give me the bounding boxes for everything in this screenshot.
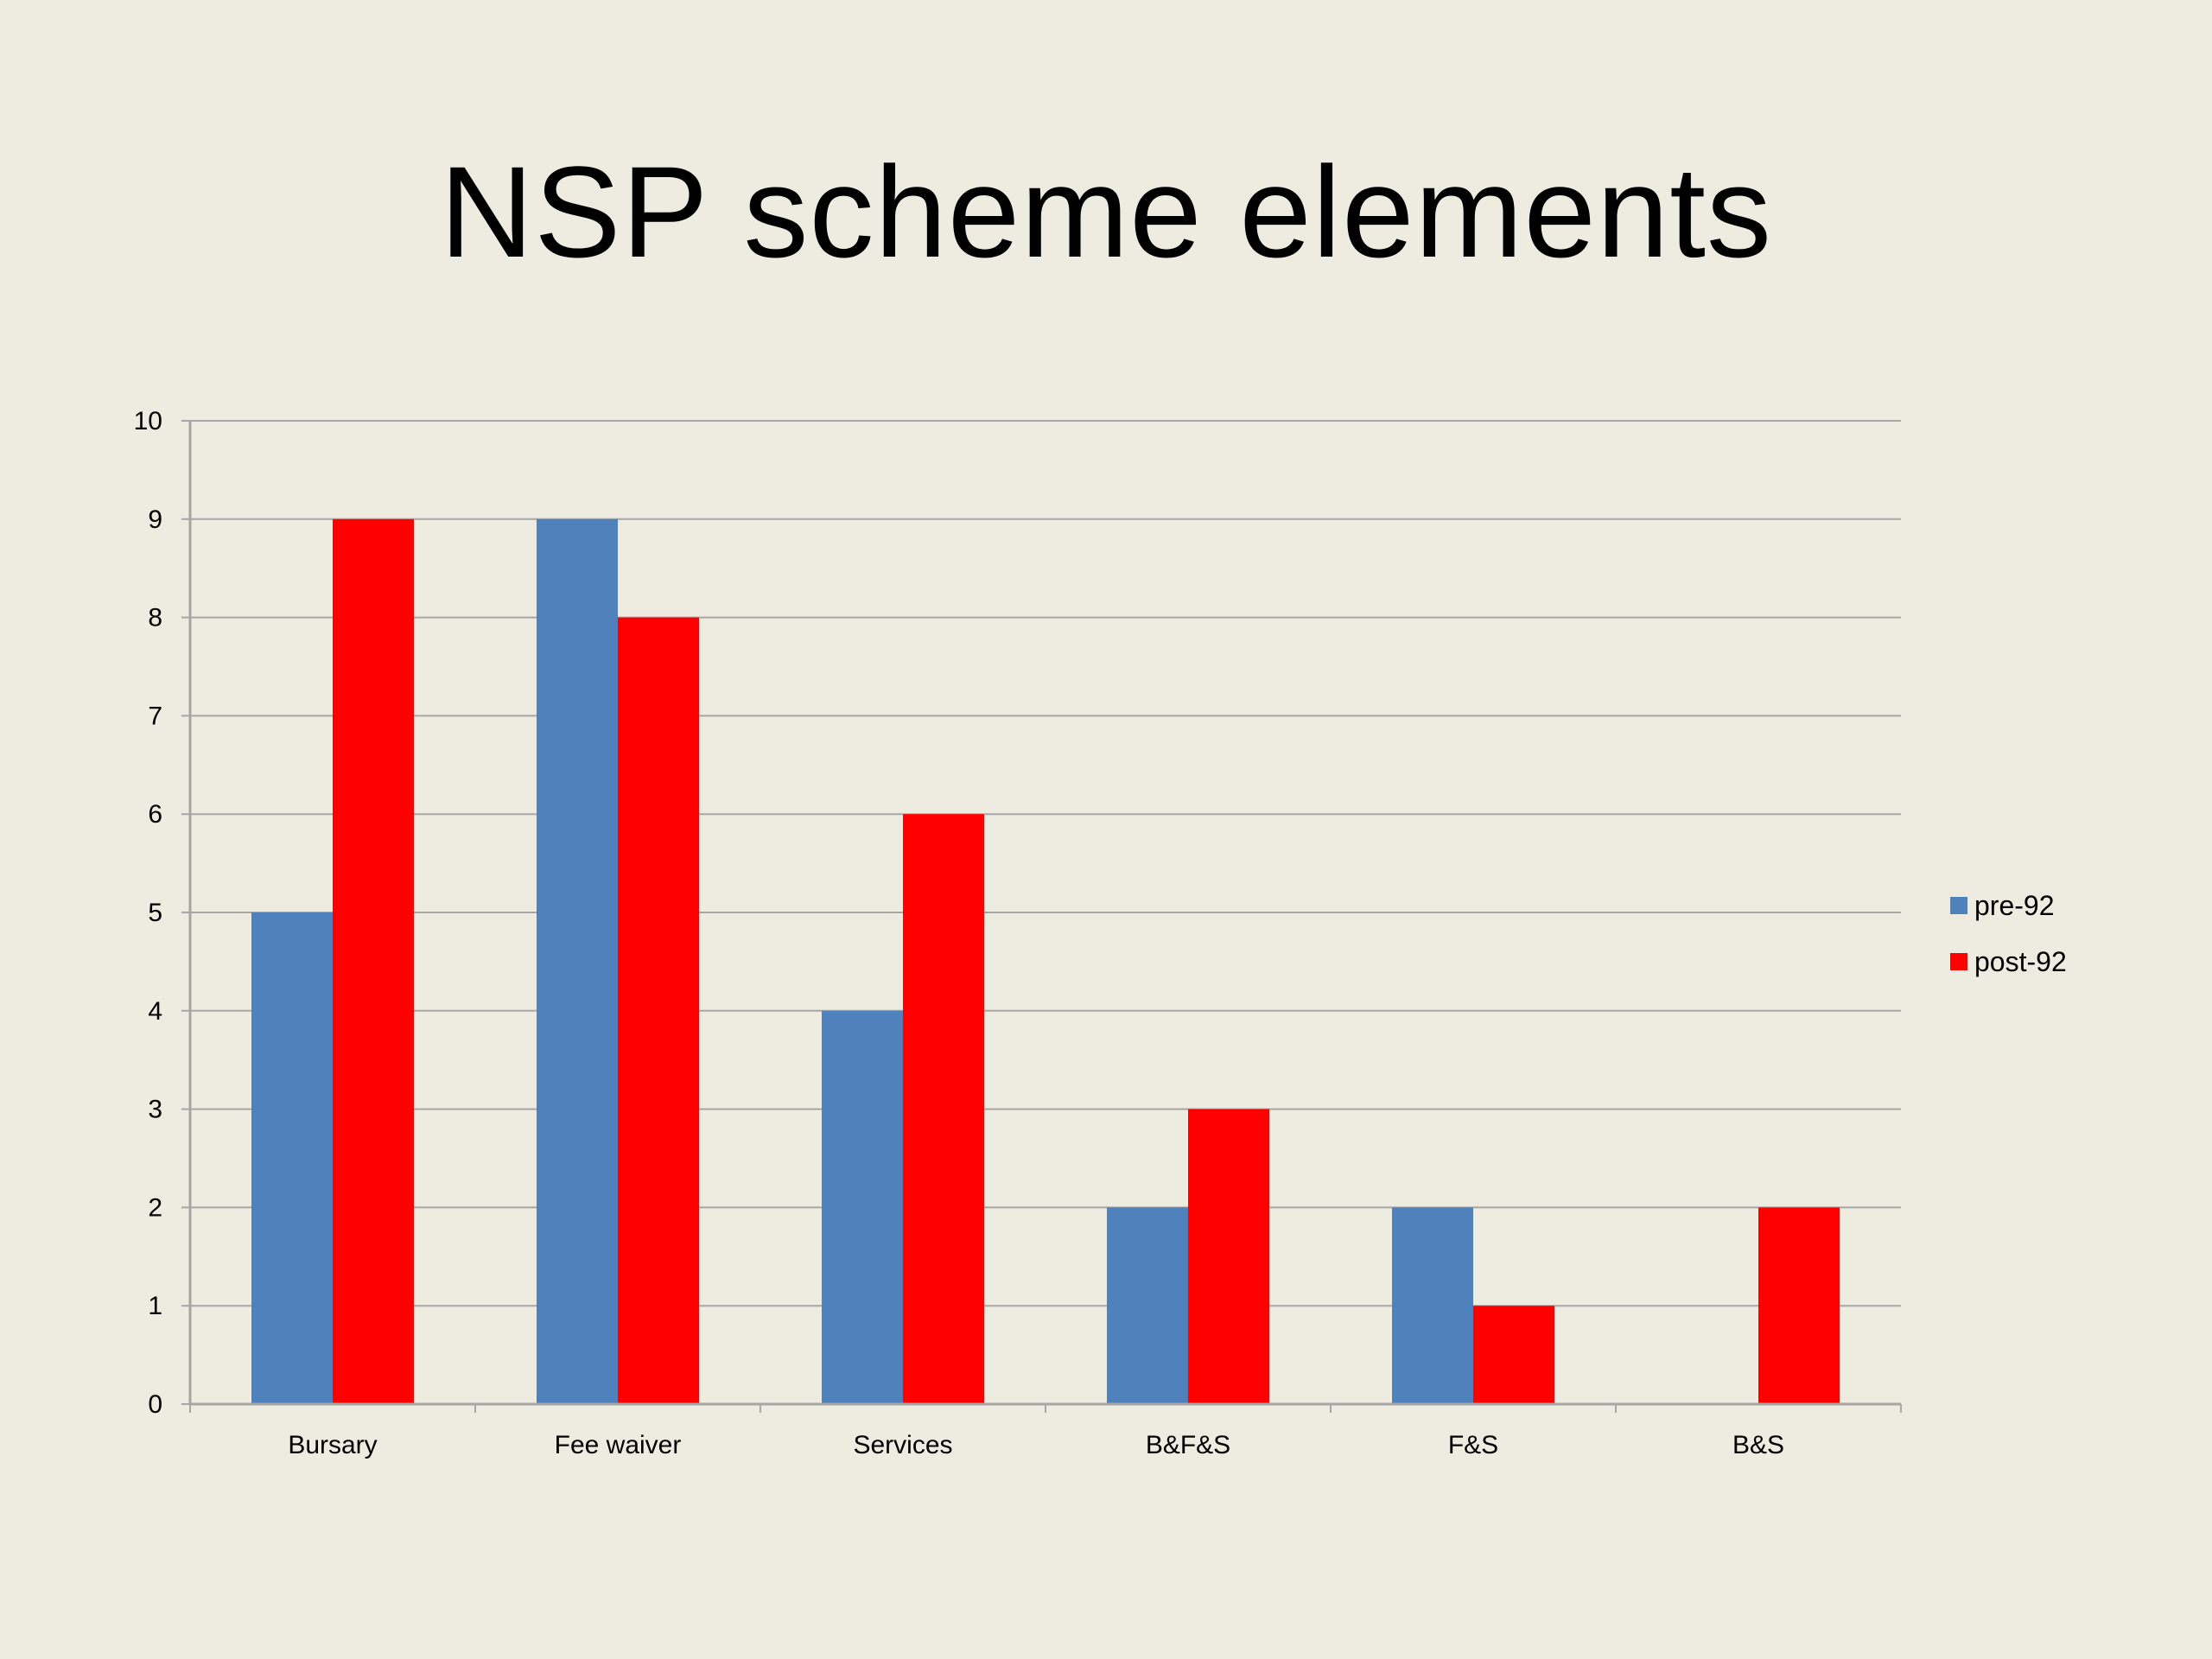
x-tick-label: B&S <box>1732 1431 1784 1459</box>
bar-post-92-Fee waiver <box>618 617 699 1404</box>
x-tick-label: B&F&S <box>1146 1431 1230 1459</box>
legend-label: post-92 <box>1974 946 2067 977</box>
bar-pre-92-F&S <box>1392 1207 1473 1404</box>
bar-pre-92-Bursary <box>251 912 333 1404</box>
x-tick-label: Bursary <box>288 1431 377 1459</box>
bar-post-92-B&F&S <box>1188 1109 1269 1404</box>
legend-swatch <box>1950 953 1967 970</box>
legend: pre-92 post-92 <box>1950 890 2067 977</box>
slide-title: NSP scheme elements <box>440 139 1772 284</box>
y-tick-labels: 0 1 2 3 4 5 6 7 8 9 10 <box>134 407 162 1419</box>
gridlines <box>190 420 1901 1307</box>
x-tick-label: F&S <box>1448 1431 1498 1459</box>
legend-label: pre-92 <box>1974 890 2055 921</box>
x-tick-labels: Bursary Fee waiver Services B&F&S F&S B&S <box>288 1431 1784 1459</box>
bar-pre-92-Fee waiver <box>537 518 618 1404</box>
bar-pre-92-Services <box>822 1010 903 1404</box>
y-tick-label: 6 <box>148 800 162 829</box>
y-tick-label: 4 <box>148 997 162 1026</box>
bar-post-92-F&S <box>1473 1306 1554 1404</box>
y-tick-label: 9 <box>148 505 162 534</box>
y-tick-label: 3 <box>148 1096 162 1124</box>
y-tick-label: 5 <box>148 899 162 927</box>
y-tick-label: 2 <box>148 1193 162 1222</box>
legend-swatch <box>1950 897 1967 914</box>
x-tick-label: Fee waiver <box>555 1431 682 1459</box>
bar-post-92-Bursary <box>333 518 414 1404</box>
y-tick-label: 10 <box>134 407 162 435</box>
axes <box>181 420 1902 1413</box>
y-tick-label: 7 <box>148 702 162 730</box>
y-tick-label: 0 <box>148 1390 162 1419</box>
bar-post-92-Services <box>903 814 984 1404</box>
bar-pre-92-B&F&S <box>1107 1207 1188 1404</box>
bars <box>251 518 1840 1404</box>
bar-post-92-B&S <box>1758 1207 1840 1404</box>
x-tick-label: Services <box>853 1431 952 1459</box>
y-tick-label: 1 <box>148 1292 162 1320</box>
y-tick-label: 8 <box>148 604 162 632</box>
